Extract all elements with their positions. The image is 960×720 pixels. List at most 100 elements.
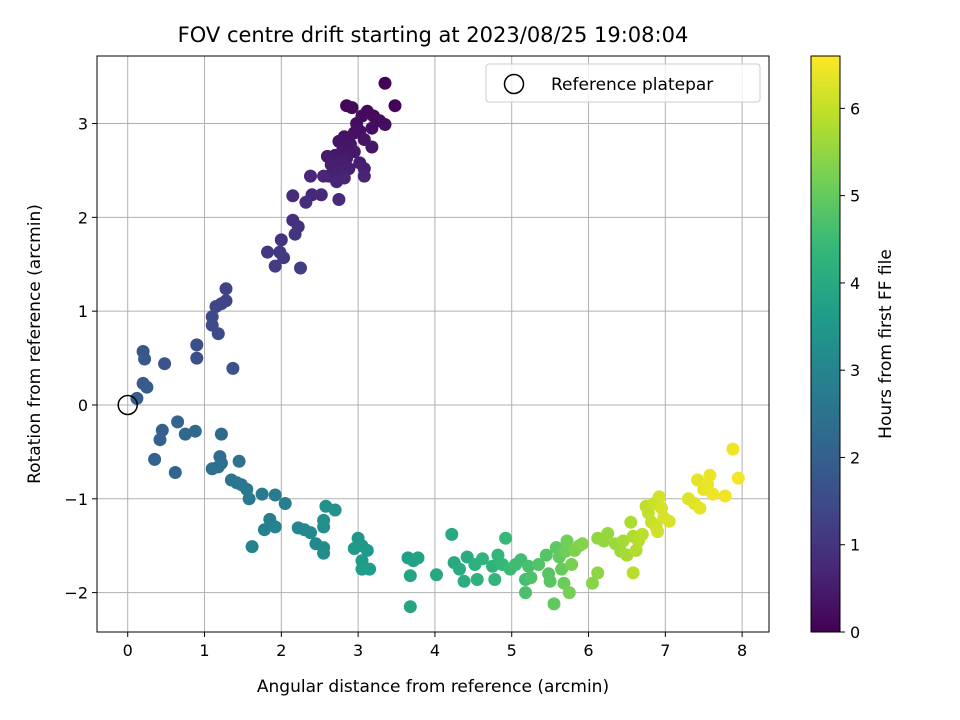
- data-point: [457, 574, 471, 588]
- x-tick-label: 0: [123, 641, 133, 660]
- x-tick-label: 8: [737, 641, 747, 660]
- data-point: [268, 488, 282, 502]
- data-point: [539, 548, 553, 562]
- x-tick-label: 4: [430, 641, 440, 660]
- data-point: [635, 527, 649, 541]
- data-point: [726, 442, 740, 456]
- colorbar-tick-label: 5: [850, 187, 860, 206]
- data-point: [378, 76, 392, 90]
- colorbar-tick-label: 6: [850, 99, 860, 118]
- data-point: [294, 261, 307, 275]
- data-point: [245, 540, 259, 554]
- data-point: [403, 600, 417, 614]
- x-tick-label: 2: [276, 641, 286, 660]
- x-tick-label: 1: [199, 641, 209, 660]
- y-tick-label: −1: [64, 490, 88, 509]
- data-point: [232, 454, 246, 468]
- data-points: [117, 76, 745, 614]
- data-point: [171, 415, 185, 429]
- data-point: [524, 571, 538, 585]
- data-point: [330, 175, 344, 189]
- data-point: [378, 118, 392, 131]
- data-point: [703, 468, 717, 482]
- x-tick-label: 7: [660, 641, 670, 660]
- legend-marker-icon: [503, 73, 525, 95]
- data-point: [190, 338, 204, 352]
- data-point: [624, 515, 638, 529]
- y-tick-label: 2: [78, 208, 88, 227]
- data-point: [255, 487, 269, 501]
- data-point: [601, 527, 615, 540]
- legend: Reference platepar: [485, 63, 761, 103]
- data-point: [488, 573, 502, 586]
- data-point: [626, 566, 640, 580]
- data-point: [547, 597, 561, 611]
- x-tick-label: 5: [507, 641, 517, 660]
- colorbar-tick-label: 0: [850, 623, 860, 642]
- data-point: [519, 586, 532, 600]
- data-point: [557, 576, 571, 590]
- data-point: [360, 543, 374, 557]
- colorbar: [810, 55, 841, 633]
- colorbar-ticks: 0 1 2 3 4 5 6: [840, 99, 860, 642]
- data-point: [470, 573, 484, 586]
- data-point: [616, 534, 630, 548]
- y-tick-label: 1: [78, 302, 88, 321]
- data-point: [560, 534, 574, 548]
- data-point: [476, 552, 489, 566]
- data-point: [226, 361, 240, 375]
- data-point: [178, 427, 192, 441]
- colorbar-tick-label: 2: [850, 448, 860, 467]
- data-point: [214, 427, 228, 441]
- chart-title: FOV centre drift starting at 2023/08/25 …: [178, 23, 689, 47]
- x-axis-ticks: 0 1 2 3 4 5 6 7 8: [123, 632, 747, 660]
- data-point: [453, 562, 466, 576]
- data-point: [148, 452, 162, 466]
- data-point: [153, 433, 167, 447]
- x-tick-label: 6: [583, 641, 593, 660]
- data-point: [274, 233, 288, 247]
- data-point: [662, 514, 676, 528]
- colorbar-tick-label: 3: [850, 361, 860, 380]
- data-point: [591, 566, 605, 580]
- data-point: [158, 357, 172, 371]
- data-point: [140, 380, 154, 394]
- data-point: [286, 189, 300, 203]
- data-point: [585, 576, 599, 590]
- x-tick-label: 3: [353, 641, 363, 660]
- data-point: [138, 352, 152, 366]
- data-point: [706, 487, 720, 501]
- data-point: [219, 282, 233, 296]
- data-point: [211, 327, 225, 341]
- data-point: [347, 542, 361, 555]
- data-point: [278, 497, 292, 510]
- data-point: [332, 193, 346, 206]
- data-point: [211, 460, 225, 474]
- legend-label: Reference platepar: [551, 75, 713, 95]
- data-point: [532, 558, 546, 571]
- data-point: [257, 523, 271, 537]
- data-point: [130, 391, 144, 405]
- data-point: [499, 531, 513, 545]
- data-point: [522, 559, 536, 573]
- data-point: [317, 513, 331, 527]
- data-point: [268, 259, 282, 273]
- y-tick-label: 3: [78, 115, 88, 134]
- data-point: [718, 489, 732, 503]
- data-point: [188, 424, 202, 438]
- data-point: [651, 525, 665, 539]
- data-point: [365, 121, 379, 135]
- data-point: [317, 169, 331, 183]
- x-axis-label: Angular distance from reference (arcmin): [257, 677, 609, 697]
- data-point: [543, 574, 557, 588]
- data-point: [242, 492, 256, 506]
- data-point: [411, 551, 425, 565]
- data-point: [562, 586, 576, 600]
- data-point: [304, 526, 317, 540]
- data-point: [209, 300, 223, 313]
- y-tick-label: 0: [78, 396, 88, 415]
- data-point: [304, 169, 317, 183]
- data-point: [652, 490, 666, 504]
- data-point: [691, 473, 705, 487]
